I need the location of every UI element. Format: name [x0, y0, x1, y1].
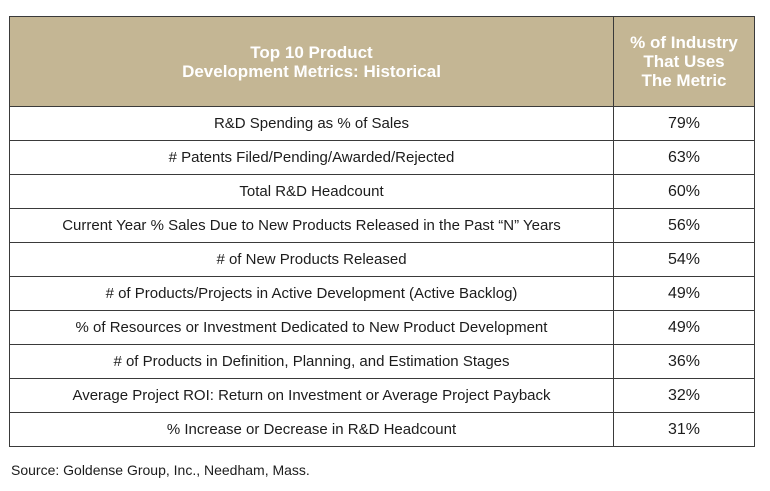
metric-cell: # Patents Filed/Pending/Awarded/Rejected — [9, 140, 614, 175]
value-cell: 49% — [613, 276, 755, 311]
value-cell: 36% — [613, 344, 755, 379]
table-row: # of Products/Projects in Active Develop… — [9, 276, 755, 311]
metric-header-line: Development Metrics: Historical — [182, 61, 441, 81]
metric-cell: Average Project ROI: Return on Investmen… — [9, 378, 614, 413]
table-row: # of New Products Released 54% — [9, 242, 755, 277]
value-column-header: % of Industry That Uses The Metric — [613, 16, 755, 107]
table-row: Total R&D Headcount 60% — [9, 174, 755, 209]
value-cell: 63% — [613, 140, 755, 175]
table-row: R&D Spending as % of Sales 79% — [9, 106, 755, 141]
metrics-table: Top 10 Product Development Metrics: Hist… — [9, 16, 755, 447]
metric-cell: # of Products/Projects in Active Develop… — [9, 276, 614, 311]
metric-cell: # of New Products Released — [9, 242, 614, 277]
metric-cell: Total R&D Headcount — [9, 174, 614, 209]
table-row: # Patents Filed/Pending/Awarded/Rejected… — [9, 140, 755, 175]
value-cell: 79% — [613, 106, 755, 141]
table-row: # of Products in Definition, Planning, a… — [9, 344, 755, 379]
metric-cell: # of Products in Definition, Planning, a… — [9, 344, 614, 379]
table-row: Average Project ROI: Return on Investmen… — [9, 378, 755, 413]
value-header-line: That Uses — [643, 52, 725, 71]
metric-column-header: Top 10 Product Development Metrics: Hist… — [9, 16, 614, 107]
value-cell: 32% — [613, 378, 755, 413]
metric-cell: R&D Spending as % of Sales — [9, 106, 614, 141]
value-cell: 31% — [613, 412, 755, 447]
metric-cell: Current Year % Sales Due to New Products… — [9, 208, 614, 243]
value-cell: 60% — [613, 174, 755, 209]
value-cell: 54% — [613, 242, 755, 277]
metric-cell: % of Resources or Investment Dedicated t… — [9, 310, 614, 345]
value-cell: 56% — [613, 208, 755, 243]
table-row: % of Resources or Investment Dedicated t… — [9, 310, 755, 345]
table-row: Current Year % Sales Due to New Products… — [9, 208, 755, 243]
value-header-line: The Metric — [641, 71, 727, 90]
value-header-line: % of Industry — [630, 33, 738, 52]
metric-cell: % Increase or Decrease in R&D Headcount — [9, 412, 614, 447]
source-note: Source: Goldense Group, Inc., Needham, M… — [11, 462, 310, 478]
table-header-row: Top 10 Product Development Metrics: Hist… — [9, 16, 755, 107]
table-row: % Increase or Decrease in R&D Headcount … — [9, 412, 755, 447]
value-cell: 49% — [613, 310, 755, 345]
metric-header-line: Top 10 Product — [250, 42, 373, 62]
